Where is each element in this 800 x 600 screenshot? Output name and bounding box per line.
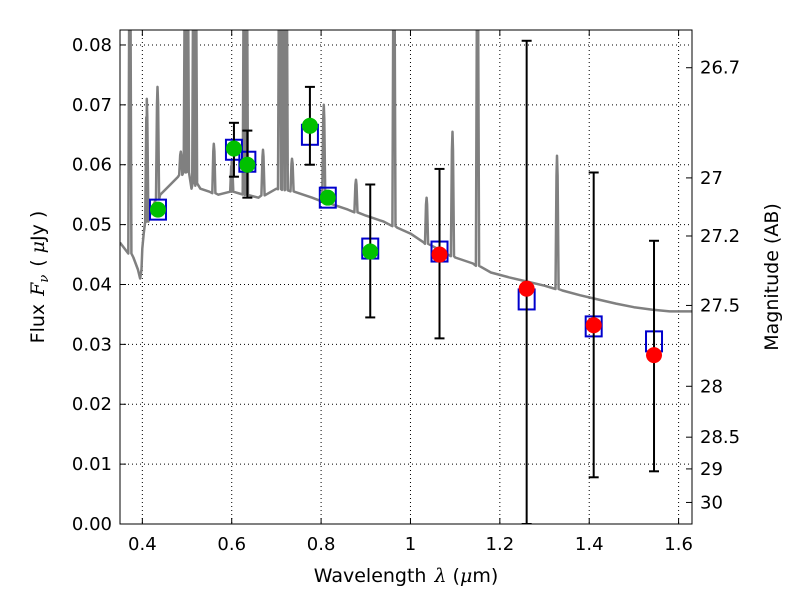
x-tick-label: 1.2 (486, 534, 515, 555)
right-tick-label: 28.5 (700, 427, 740, 448)
y-tick-label: 0.02 (72, 394, 112, 415)
x-tick-label: 0.4 (128, 534, 157, 555)
plot-area (120, 30, 692, 524)
y-tick-label: 0.06 (72, 155, 112, 176)
photometry-point (518, 280, 535, 297)
y-tick-label: 0.04 (72, 274, 112, 295)
photometry-point (646, 347, 663, 364)
y-axis-label: FluxFν(μJy) (27, 211, 52, 344)
photometry-point (585, 317, 602, 334)
right-tick-label: 27.5 (700, 295, 740, 316)
x-tick-label: 0.6 (217, 534, 246, 555)
photometry-point (239, 156, 256, 173)
photometry-point (431, 246, 448, 263)
plot-background (120, 30, 692, 524)
data-marks (148, 39, 664, 524)
right-tick-label: 27.2 (700, 226, 740, 247)
x-tick-label: 1 (405, 534, 416, 555)
photometry-point (225, 140, 242, 157)
y-tick-label: 0.08 (72, 35, 112, 56)
x-axis-label: Wavelength λ (μm) (314, 565, 498, 587)
y-tick-label: 0.07 (72, 95, 112, 116)
right-tick-label: 29 (700, 459, 723, 480)
right-tick-label: 26.7 (700, 58, 740, 79)
x-tick-label: 1.4 (575, 534, 604, 555)
model-spectrum-line (120, 30, 692, 313)
right-axis-label: Magnitude (AB) (761, 203, 783, 351)
right-tick-label: 27 (700, 168, 723, 189)
photometry-point (301, 117, 318, 134)
y-tick-label: 0.05 (72, 215, 112, 236)
plot-frame (119, 29, 693, 525)
y-tick-label: 0.03 (72, 334, 112, 355)
y-tick-label: 0.01 (72, 454, 112, 475)
right-tick-label: 30 (700, 492, 723, 513)
right-tick-label: 28 (700, 376, 723, 397)
photometry-point (319, 189, 336, 206)
photometry-point (362, 243, 379, 260)
x-tick-label: 0.8 (307, 534, 336, 555)
y-tick-label: 0.00 (72, 514, 112, 535)
x-tick-label: 1.6 (664, 534, 693, 555)
axis-ticks: 0.4 0.6 0.8 1 1.2 1.4 1.6 0.00 0.01 0.02 0.03 0.04 0… (72, 30, 740, 555)
photometry-point (149, 201, 166, 218)
